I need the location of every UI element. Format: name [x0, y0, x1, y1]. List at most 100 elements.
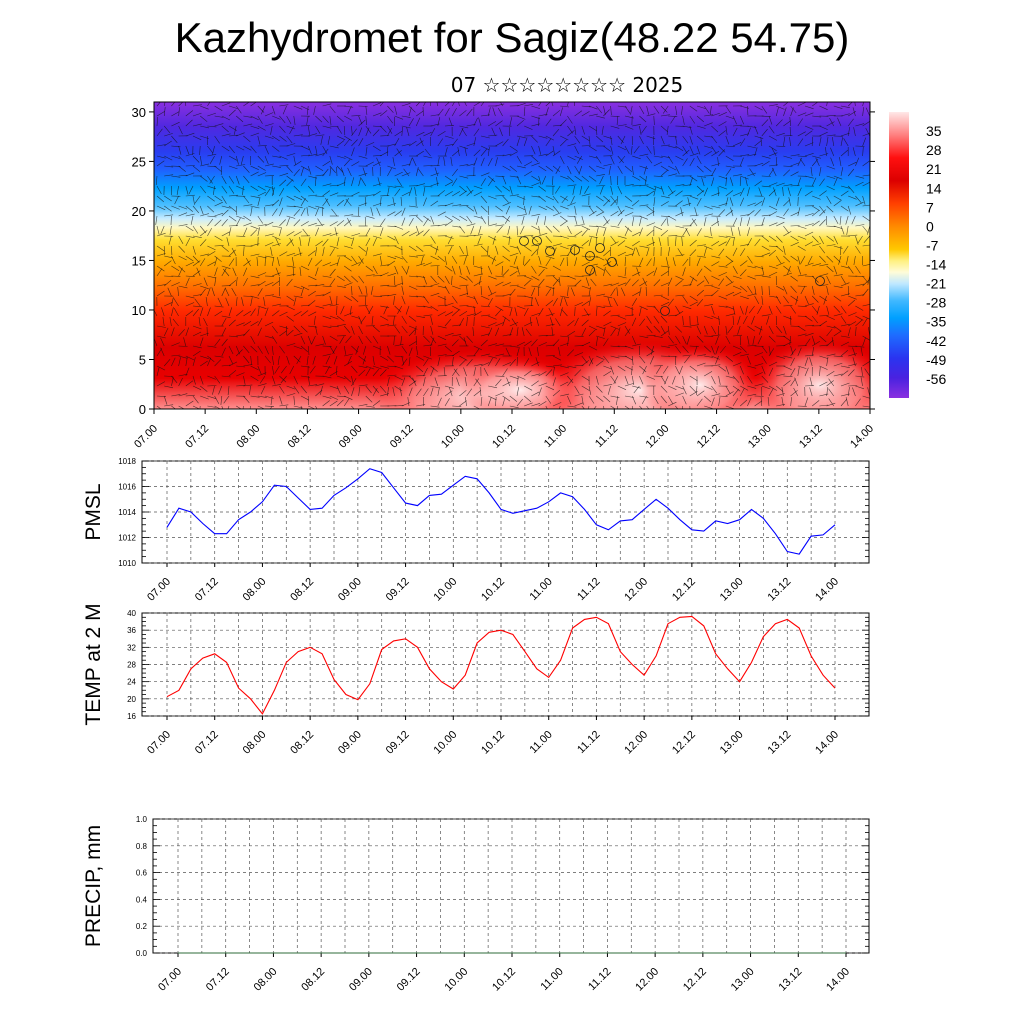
wind-barb [300, 285, 310, 291]
wind-barb [221, 219, 228, 227]
wind-barb [408, 340, 417, 347]
wind-barb [696, 135, 705, 143]
wind-barb [213, 185, 215, 195]
wind-barb [711, 125, 719, 133]
x-tick-label: 08.12 [288, 729, 316, 757]
wind-barb [617, 155, 624, 163]
wind-barb [826, 185, 835, 191]
x-tick-label: 12.00 [633, 966, 661, 994]
wind-barb [459, 284, 469, 287]
wind-barb [761, 214, 771, 217]
wind-barb [228, 307, 233, 317]
wind-barb [660, 114, 670, 117]
wind-barb [797, 305, 807, 307]
wind-barb [286, 215, 296, 219]
wind-barb [516, 341, 526, 347]
wind-barb [250, 165, 259, 170]
wind-barb [581, 313, 591, 317]
wind-barb [855, 375, 865, 378]
wind-barb [264, 294, 274, 297]
wind-barb [228, 155, 238, 161]
x-tick-label: 09.12 [388, 423, 416, 451]
wind-barb [862, 318, 868, 327]
wind-barb [653, 155, 663, 158]
wind-barb [531, 242, 540, 247]
wind-barb [401, 265, 407, 274]
wind-barb [279, 173, 289, 177]
wind-barb [192, 104, 202, 107]
wind-barb [221, 133, 231, 137]
wind-barb [660, 282, 670, 287]
wind-barb [656, 365, 662, 374]
wind-barb [236, 405, 242, 409]
wind-barb [163, 245, 165, 256]
wind-barb [379, 197, 382, 207]
wind-barb [558, 347, 561, 357]
wind-barb [869, 285, 870, 287]
wind-barb [847, 299, 856, 307]
wind-barb [867, 275, 870, 285]
wind-barb [667, 155, 674, 164]
wind-barb [603, 370, 612, 377]
wind-barb [747, 125, 757, 128]
wind-barb [682, 149, 690, 157]
wind-barb [646, 258, 652, 267]
wind-barb [167, 287, 172, 297]
wind-barb [664, 375, 669, 385]
wind-barb [603, 105, 606, 115]
wind-barb [799, 158, 806, 167]
wind-barb [595, 306, 598, 317]
wind-barb [459, 175, 469, 179]
wind-barb [275, 267, 280, 277]
wind-barb [747, 293, 757, 297]
wind-barb [583, 308, 590, 317]
wind-barb [545, 225, 553, 233]
wind-barb [783, 208, 789, 217]
wind-barb [243, 227, 248, 237]
wind-barb [300, 154, 310, 157]
wind-barb [408, 255, 418, 258]
wind-barb [437, 325, 447, 329]
wind-barb [293, 209, 301, 217]
wind-barb [171, 375, 178, 384]
wind-barb [466, 215, 473, 224]
wind-barb [775, 255, 782, 264]
wind-barb [423, 229, 430, 237]
wind-barb [559, 139, 567, 147]
wind-barb [336, 115, 344, 123]
wind-barb [660, 325, 666, 335]
x-tick-label: 13.12 [797, 423, 825, 451]
wind-barb [605, 258, 611, 267]
wind-barb [773, 187, 777, 197]
wind-barb [516, 135, 526, 139]
wind-barb [732, 388, 740, 397]
x-tick-label: 12.12 [670, 576, 698, 604]
wind-barb [451, 368, 458, 377]
wind-barb [495, 327, 500, 337]
wind-barb [502, 381, 511, 387]
wind-barb [775, 235, 783, 243]
wind-barb [423, 358, 429, 367]
wind-barb [545, 405, 548, 409]
wind-barb [408, 387, 413, 397]
wind-barb [574, 393, 584, 397]
wind-barb [632, 175, 641, 181]
wind-barb [444, 220, 453, 227]
wind-barb [250, 297, 253, 307]
wind-barb [653, 145, 655, 156]
wind-barb [466, 205, 475, 212]
x-tick-label: 07.00 [156, 966, 184, 994]
wind-barb [826, 328, 833, 337]
wind-barb [617, 365, 626, 372]
wind-barb [531, 285, 541, 288]
wind-barb [624, 245, 634, 250]
wind-barb [574, 135, 581, 144]
wind-barb [797, 155, 807, 157]
wind-barb [358, 115, 363, 125]
wind-barb [401, 163, 411, 167]
wind-barb [219, 155, 223, 165]
wind-barb [444, 245, 455, 247]
wind-barb [192, 305, 203, 308]
wind-barb [516, 175, 522, 185]
wind-barb [840, 190, 849, 197]
